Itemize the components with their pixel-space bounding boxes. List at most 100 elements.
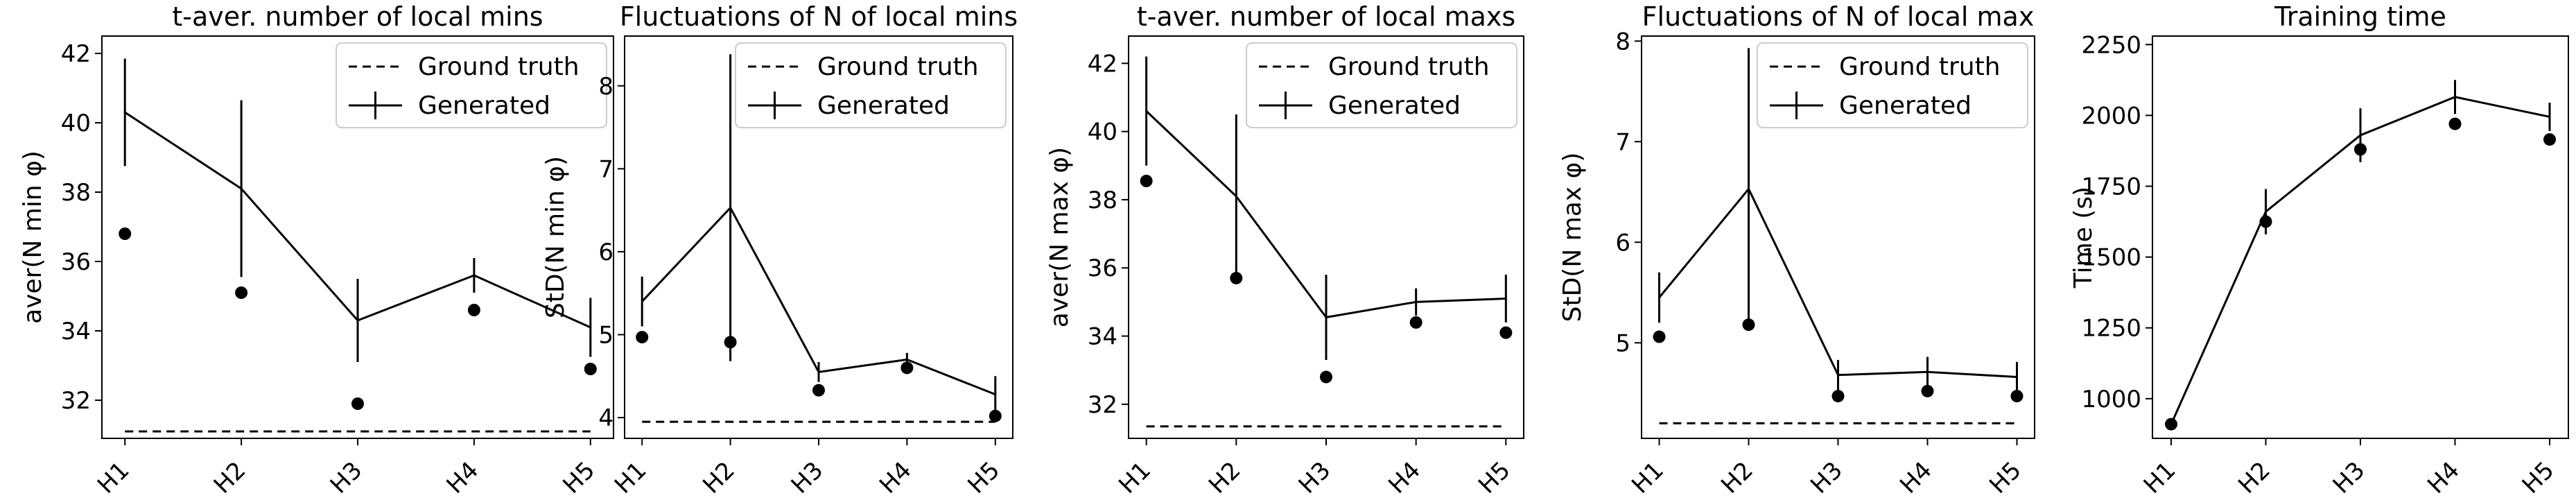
data-point: [989, 409, 1002, 422]
plot-frame: [1641, 35, 2035, 439]
y-tick-label: 38: [61, 179, 91, 207]
y-tick-label: 40: [1088, 119, 1117, 146]
y-axis-label: StD(N max φ): [1558, 153, 1587, 323]
data-point: [467, 304, 480, 316]
legend-label: Generated: [817, 92, 950, 120]
data-point: [1230, 271, 1243, 284]
y-tick-label: 42: [1088, 50, 1117, 78]
x-tick-label: H5: [2517, 456, 2560, 498]
y-tick-label: 8: [598, 73, 613, 101]
x-tick-label: H2: [2233, 456, 2276, 498]
legend-label: Ground truth: [1839, 53, 2001, 81]
x-tick-label: H4: [1895, 456, 1938, 498]
chart-panel-1: t-aver. number of local mins aver(N min φ…: [19, 1, 614, 498]
y-tick-label: 7: [1615, 128, 1630, 156]
plot-frame: [624, 35, 1013, 439]
x-tick-label: H1: [1626, 456, 1669, 498]
chart-title: Fluctuations of N of local max: [1642, 1, 2035, 32]
x-tick-label: H2: [1716, 456, 1759, 498]
data-point: [1140, 174, 1153, 187]
legend-box: [735, 42, 1007, 128]
data-point: [2165, 418, 2177, 431]
chart-title: Training time: [2274, 1, 2446, 32]
y-axis-label: Time (s): [2069, 187, 2098, 289]
data-point: [1409, 316, 1422, 329]
y-tick-label: 1000: [2081, 386, 2141, 413]
x-tick-label: H2: [209, 456, 252, 498]
data-point: [1831, 390, 1845, 403]
x-tick-label: H3: [1294, 456, 1337, 498]
y-axis-label: StD(N min φ): [541, 156, 570, 318]
x-tick-label: H1: [609, 456, 652, 498]
y-tick-label: 34: [61, 318, 91, 345]
y-tick-label: 1500: [2081, 244, 2141, 272]
chart-panel-3: t-aver. number of local maxs aver(N max φ…: [1045, 1, 1524, 498]
legend: Ground truth Generated: [1246, 42, 1517, 128]
y-tick-label: 7: [598, 155, 613, 183]
x-tick-label: H5: [963, 456, 1006, 498]
legend-label: Generated: [1328, 92, 1461, 120]
y-tick-label: 6: [1615, 229, 1630, 257]
data-point: [1499, 326, 1513, 339]
x-tick-label: H5: [1984, 456, 2027, 498]
chart-panel-2: Fluctuations of N of local mins StD(N min…: [541, 1, 1018, 498]
x-tick-label: H1: [1113, 456, 1156, 498]
y-tick-label: 42: [61, 40, 91, 68]
chart-panel-5: Training time Time (s) 1000 1250 1500 1750 200…: [2069, 1, 2569, 498]
x-tick-label: H3: [786, 456, 829, 498]
legend-box: [1246, 42, 1517, 128]
x-tick-label: H5: [557, 456, 600, 498]
legend-label: Generated: [418, 92, 550, 120]
data-point: [1320, 370, 1332, 384]
x-tick-label: H4: [2422, 456, 2465, 498]
x-tick-label: H3: [1805, 456, 1848, 498]
data-point: [2448, 117, 2462, 130]
data-point: [1921, 384, 1934, 397]
x-tick-label: H3: [2328, 456, 2371, 498]
legend-label: Ground truth: [1328, 53, 1490, 81]
x-tick-label: H5: [1473, 456, 1516, 498]
y-tick-label: 4: [598, 404, 613, 432]
y-tick-label: 1250: [2081, 315, 2141, 343]
x-tick-label: H1: [92, 456, 135, 498]
data-point: [119, 227, 132, 240]
y-tick-label: 36: [61, 248, 91, 276]
y-axis-label: aver(N min φ): [19, 151, 47, 324]
y-tick-label: 40: [61, 110, 91, 137]
y-axis-label: aver(N max φ): [1045, 147, 1074, 327]
x-tick-label: H3: [325, 456, 368, 498]
series-generated-line: [1658, 187, 2017, 379]
data-point: [812, 384, 825, 397]
chart-panel-4: Fluctuations of N of local max StD(N max …: [1558, 1, 2035, 498]
legend-label: Ground truth: [418, 53, 580, 81]
y-tick-label: 32: [1088, 391, 1117, 419]
y-tick-label: 36: [1088, 255, 1117, 282]
x-tick-label: H4: [874, 456, 917, 498]
data-point: [2259, 215, 2272, 228]
legend: Ground truth Generated: [735, 42, 1007, 128]
x-tick-label: H2: [1203, 456, 1246, 498]
legend-label: Generated: [1839, 92, 1972, 120]
y-tick-label: 38: [1088, 187, 1117, 214]
data-point: [724, 336, 737, 349]
data-point: [900, 361, 914, 375]
y-tick-label: 34: [1088, 323, 1117, 351]
y-tick-label: 5: [598, 322, 613, 350]
x-tick-label: H4: [1383, 456, 1426, 498]
chart-title: t-aver. number of local maxs: [1137, 1, 1515, 32]
plot-frame: [101, 35, 614, 439]
y-tick-label: 2000: [2081, 102, 2141, 130]
y-tick-label: 2250: [2081, 31, 2141, 59]
chart-title: t-aver. number of local mins: [172, 1, 543, 32]
data-point: [1742, 318, 1755, 332]
legend-box: [1757, 42, 2028, 128]
plot-frame: [2152, 35, 2569, 439]
data-point: [636, 331, 649, 344]
y-tick-label: 8: [1615, 28, 1630, 55]
legend: Ground truth Generated: [336, 42, 607, 128]
data-point: [2010, 390, 2024, 403]
y-tick-label: 1750: [2081, 173, 2141, 200]
data-point: [351, 397, 364, 410]
plot-frame: [1128, 35, 1524, 439]
